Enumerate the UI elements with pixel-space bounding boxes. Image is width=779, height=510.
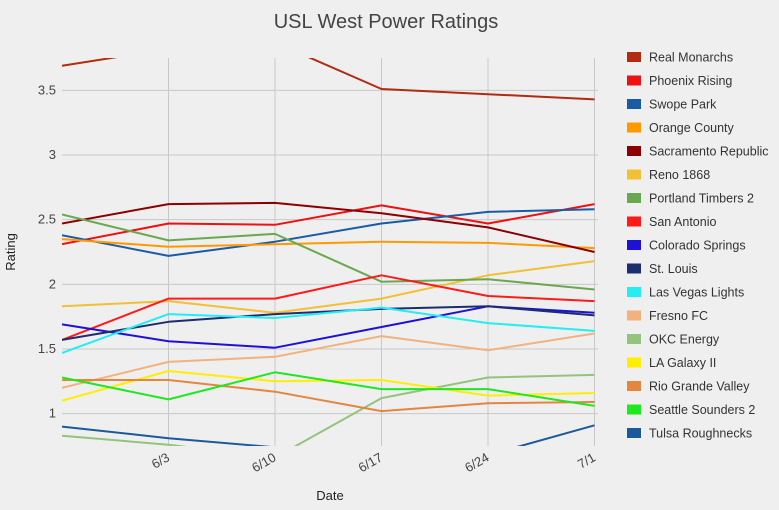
series-line-orange-county: [62, 238, 595, 250]
x-tick-label: 7/1: [575, 450, 598, 472]
legend-label: Tulsa Roughnecks: [649, 427, 752, 441]
y-tick-label: 1: [49, 406, 56, 421]
legend-label: Seattle Sounders 2: [649, 403, 755, 417]
legend-label: Real Monarchs: [649, 51, 733, 65]
legend-label: Fresno FC: [649, 309, 708, 323]
series-line-tulsa-roughnecks: [62, 424, 595, 446]
series-line-portland-timbers-2: [62, 213, 595, 291]
series-line-rio-grande-valley: [62, 379, 595, 413]
series-line-reno-1868: [62, 260, 595, 314]
legend-swatch: [627, 99, 641, 109]
y-axis-title: Rating: [3, 233, 18, 271]
legend-swatch: [627, 310, 641, 321]
x-tick-label: 6/17: [356, 450, 385, 476]
legend-swatch: [627, 75, 641, 86]
y-axis-ticks: 1 1.5 2 2.5 3 3.5: [38, 82, 56, 420]
legend-label: OKC Energy: [649, 333, 720, 347]
series-line-phoenix-rising: [62, 203, 595, 246]
legend-swatch: [627, 146, 641, 156]
legend-label: Swope Park: [649, 98, 717, 112]
legend-swatch: [627, 381, 641, 391]
legend-label: Orange County: [649, 121, 735, 135]
y-tick-label: 2: [49, 276, 56, 291]
legend-label: San Antonio: [649, 215, 716, 229]
series-line-swope-park: [62, 208, 595, 257]
series-line-st-louis: [62, 305, 595, 341]
legend-swatch: [627, 404, 641, 415]
series-lines: [62, 58, 595, 446]
y-tick-label: 3.5: [38, 82, 56, 97]
x-tick-label: 6/24: [462, 450, 491, 476]
series-line-okc-energy: [62, 373, 595, 446]
x-axis-title: Date: [316, 488, 343, 503]
legend-swatch: [627, 357, 641, 368]
legend-label: Las Vegas Lights: [649, 286, 744, 300]
legend-swatch: [627, 52, 641, 62]
y-tick-label: 1.5: [38, 341, 56, 356]
legend-swatch: [627, 240, 641, 250]
y-tick-label: 3: [49, 147, 56, 162]
series-line-fresno-fc: [62, 332, 595, 389]
legend-label: Colorado Springs: [649, 239, 746, 253]
legend-swatch: [627, 428, 641, 438]
legend-swatch: [627, 287, 641, 297]
legend-swatch: [627, 169, 641, 180]
series-line-la-galaxy-ii: [62, 370, 595, 402]
legend-swatch: [627, 216, 641, 227]
x-tick-label: 6/10: [249, 450, 278, 476]
series-line-las-vegas-lights: [62, 306, 595, 354]
legend-label: Sacramento Republic: [649, 145, 769, 159]
series-line-san-antonio: [62, 274, 595, 341]
gridlines: [62, 58, 598, 446]
y-tick-label: 2.5: [38, 212, 56, 227]
x-tick-label: 6/3: [149, 450, 172, 472]
legend-label: Phoenix Rising: [649, 74, 732, 88]
series-line-seattle-sounders-2: [62, 371, 595, 407]
legend-label: Portland Timbers 2: [649, 192, 754, 206]
series-line-real-monarchs: [62, 58, 595, 101]
legend-swatch: [627, 122, 641, 133]
legend-label: Rio Grande Valley: [649, 380, 750, 394]
legend-label: LA Galaxy II: [649, 356, 716, 370]
legend-label: Reno 1868: [649, 168, 710, 182]
legend-swatch: [627, 334, 641, 344]
legend-label: St. Louis: [649, 262, 698, 276]
chart-title: USL West Power Ratings: [274, 11, 499, 33]
series-line-sacramento-republic: [62, 201, 595, 253]
legend-swatch: [627, 263, 641, 274]
x-axis-ticks: 6/3 6/10 6/17 6/24 7/1: [149, 450, 598, 476]
legend-swatch: [627, 193, 641, 203]
legend: Real Monarchs Phoenix Rising Swope Park Ora…: [627, 51, 769, 441]
